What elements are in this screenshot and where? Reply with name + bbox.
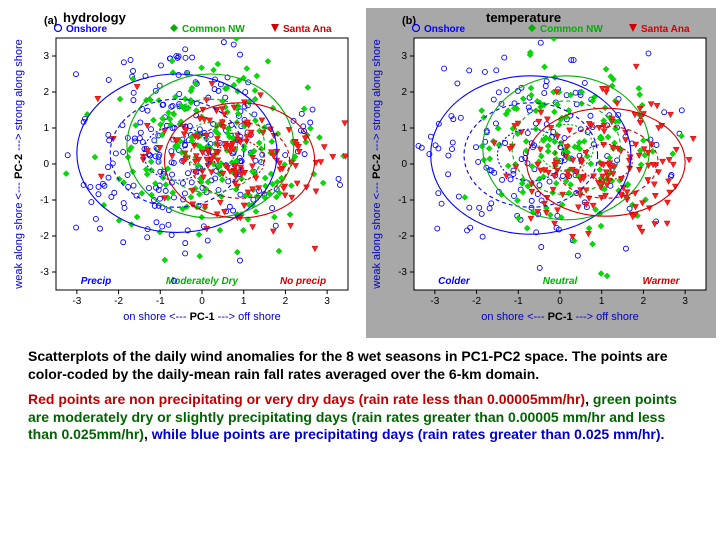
svg-text:1: 1 xyxy=(43,123,49,134)
svg-text:2: 2 xyxy=(43,87,49,98)
caption-1: Scatterplots of the daily wind anomalies… xyxy=(28,348,696,383)
svg-text:0: 0 xyxy=(43,159,49,170)
svg-text:-3: -3 xyxy=(398,267,407,278)
svg-text:weak along shore <--- PC-2 ---: weak along shore <--- PC-2 ---> strong a… xyxy=(13,39,25,289)
svg-text:Santa Ana: Santa Ana xyxy=(641,24,690,35)
svg-text:3: 3 xyxy=(43,51,49,62)
svg-text:Common NW: Common NW xyxy=(540,24,603,35)
svg-text:3: 3 xyxy=(401,51,407,62)
svg-text:-3: -3 xyxy=(40,267,49,278)
svg-text:-3: -3 xyxy=(430,296,439,307)
svg-text:-1: -1 xyxy=(156,296,165,307)
svg-text:3: 3 xyxy=(324,296,330,307)
caption-blue: while blue points are precipitating days… xyxy=(152,426,665,442)
panel-b-title: temperature xyxy=(486,10,561,25)
svg-text:Santa Ana: Santa Ana xyxy=(283,24,332,35)
panel-a-svg: (a)-3-2-10123-3-2-10123on shore <--- PC-… xyxy=(8,8,358,338)
svg-text:Colder: Colder xyxy=(438,276,471,287)
svg-text:-1: -1 xyxy=(40,195,49,206)
svg-text:Neutral: Neutral xyxy=(543,276,578,287)
svg-text:1: 1 xyxy=(401,123,407,134)
svg-text:-2: -2 xyxy=(114,296,123,307)
svg-text:-2: -2 xyxy=(472,296,481,307)
svg-text:1: 1 xyxy=(599,296,605,307)
svg-text:-1: -1 xyxy=(514,296,523,307)
svg-text:-2: -2 xyxy=(398,231,407,242)
panels-row: hydrology (a)-3-2-10123-3-2-10123on shor… xyxy=(8,8,712,338)
svg-text:Onshore: Onshore xyxy=(424,24,466,35)
svg-text:3: 3 xyxy=(682,296,688,307)
caption-red: Red points are non precipitating or very… xyxy=(28,391,585,407)
panel-b-svg: (b)-3-2-10123-3-2-10123on shore <--- PC-… xyxy=(366,8,716,338)
svg-text:on shore <--- PC-1 ---> off sh: on shore <--- PC-1 ---> off shore xyxy=(481,311,639,323)
panel-a-title: hydrology xyxy=(63,10,126,25)
svg-text:2: 2 xyxy=(283,296,289,307)
svg-text:-2: -2 xyxy=(40,231,49,242)
panel-a-wrap: hydrology (a)-3-2-10123-3-2-10123on shor… xyxy=(8,8,358,338)
svg-text:Common NW: Common NW xyxy=(182,24,245,35)
caption-2: Red points are non precipitating or very… xyxy=(28,391,696,444)
svg-text:Onshore: Onshore xyxy=(66,24,108,35)
svg-text:weak along shore <--- PC-2 ---: weak along shore <--- PC-2 ---> strong a… xyxy=(371,39,383,289)
svg-text:2: 2 xyxy=(401,87,407,98)
svg-text:2: 2 xyxy=(641,296,647,307)
svg-text:Precip: Precip xyxy=(81,276,112,287)
svg-text:on shore <--- PC-1 ---> off sh: on shore <--- PC-1 ---> off shore xyxy=(123,311,281,323)
svg-text:No precip: No precip xyxy=(280,276,326,287)
svg-text:-1: -1 xyxy=(398,195,407,206)
svg-text:0: 0 xyxy=(199,296,205,307)
svg-text:-3: -3 xyxy=(72,296,81,307)
svg-text:1: 1 xyxy=(241,296,247,307)
panel-b-wrap: temperature (b)-3-2-10123-3-2-10123on sh… xyxy=(366,8,716,338)
svg-text:0: 0 xyxy=(557,296,563,307)
svg-text:0: 0 xyxy=(401,159,407,170)
svg-text:Warmer: Warmer xyxy=(642,276,680,287)
